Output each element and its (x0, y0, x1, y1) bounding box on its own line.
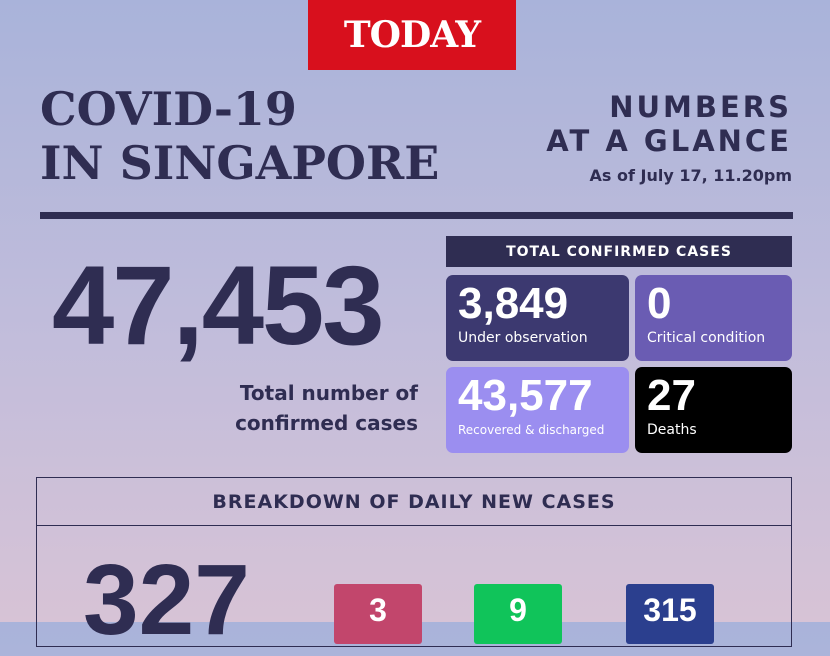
critical-condition-card: 0 Critical condition (635, 275, 792, 361)
daily-new-cases-total: 327 (83, 544, 250, 656)
title-line-1: COVID-19 (40, 82, 297, 136)
header-divider (40, 212, 793, 219)
total-label-line-2: confirmed cases (235, 411, 418, 435)
card-label: Deaths (647, 422, 697, 438)
glance-line-2: AT A GLANCE (546, 124, 792, 158)
breakdown-box-3: 315 (626, 584, 714, 644)
card-value: 27 (647, 371, 696, 420)
breakdown-box-1: 3 (334, 584, 422, 644)
card-value: 43,577 (458, 371, 593, 420)
breakdown-box-2: 9 (474, 584, 562, 644)
glance-line-1: NUMBERS (609, 90, 792, 124)
deaths-card: 27 Deaths (635, 367, 792, 453)
numbers-at-a-glance: NUMBERS AT A GLANCE (546, 90, 792, 158)
today-logo: TODAY (308, 0, 516, 70)
as-of-timestamp: As of July 17, 11.20pm (589, 166, 792, 185)
card-label: Under observation (458, 330, 588, 346)
card-value: 3,849 (458, 279, 569, 328)
page-title: COVID-19 IN SINGAPORE (40, 82, 439, 190)
total-cases-number: 47,453 (52, 243, 385, 368)
recovered-card: 43,577 Recovered & discharged (446, 367, 629, 453)
total-confirmed-header: TOTAL CONFIRMED CASES (446, 236, 792, 267)
breakdown-header: BREAKDOWN OF DAILY NEW CASES (37, 478, 791, 526)
title-line-2: IN SINGAPORE (40, 136, 440, 190)
under-observation-card: 3,849 Under observation (446, 275, 629, 361)
total-label-line-1: Total number of (239, 381, 418, 405)
card-value: 0 (647, 279, 672, 328)
total-cases-label: Total number of confirmed cases (235, 378, 418, 438)
card-label: Recovered & discharged (458, 423, 605, 437)
card-label: Critical condition (647, 330, 766, 346)
